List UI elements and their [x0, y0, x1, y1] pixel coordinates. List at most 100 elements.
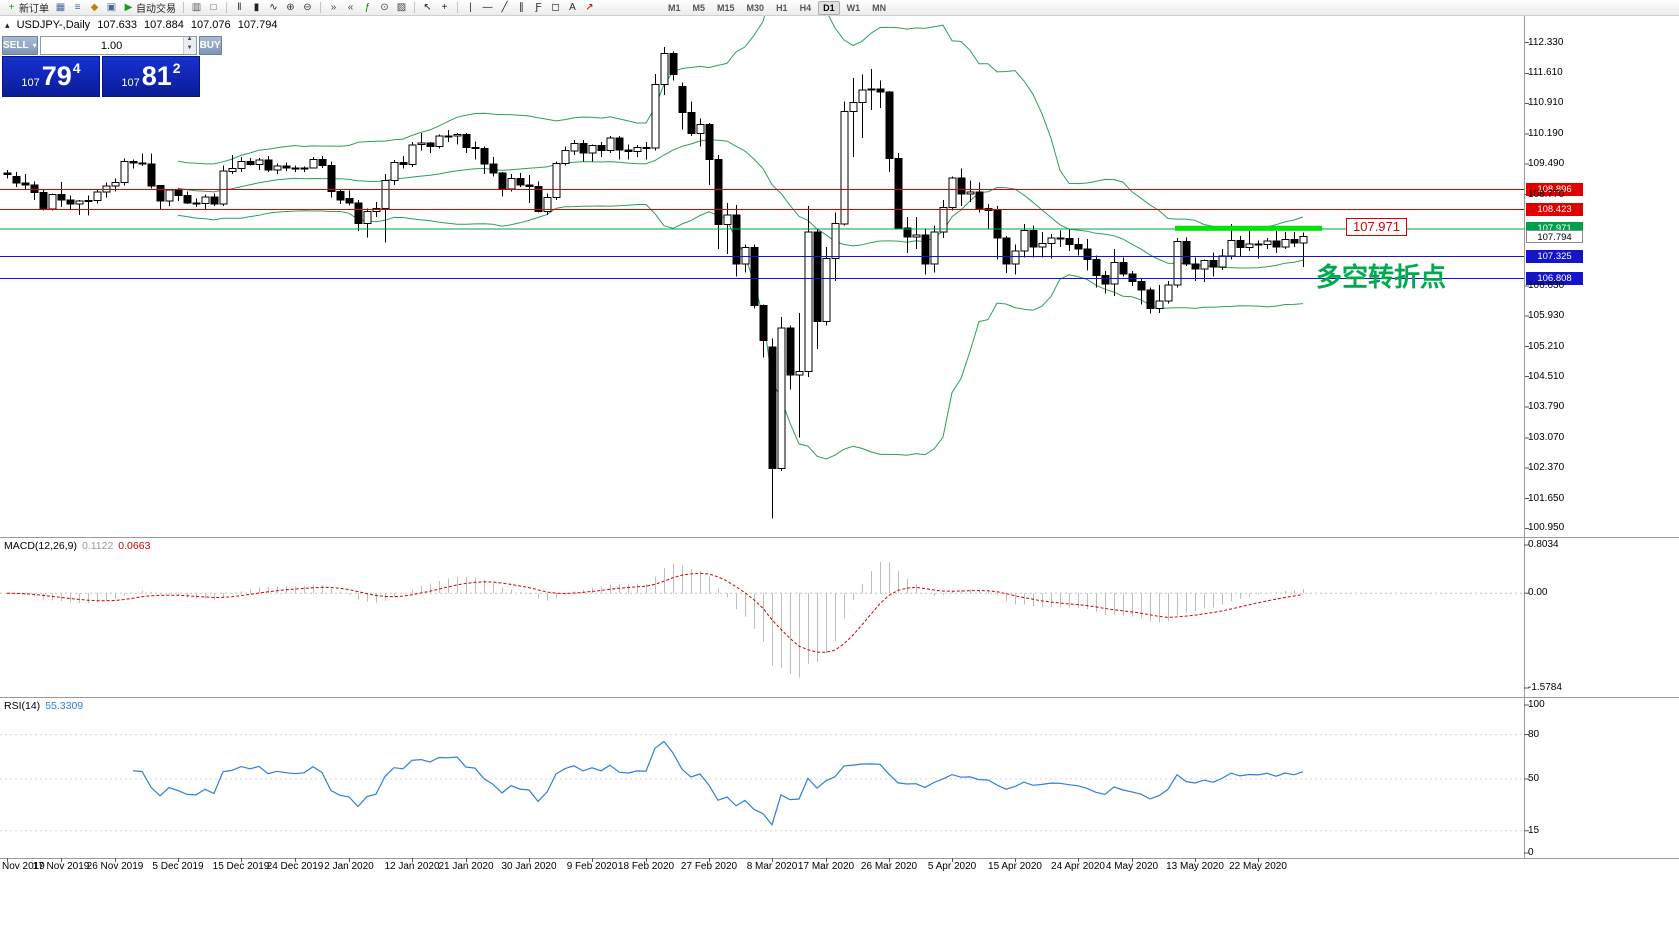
candlestick-chart-button[interactable]: ▮ — [249, 1, 264, 15]
timeframe-h4[interactable]: H4 — [799, 2, 812, 13]
new-order-button[interactable]: + 新订单 — [4, 1, 51, 15]
rsi-axis-tick: 0 — [1528, 847, 1534, 858]
auto-scroll-button[interactable]: » — [326, 1, 341, 15]
arrow-tools-button[interactable]: ↗ — [582, 1, 597, 15]
sell-button[interactable]: SELL ▾ — [2, 36, 38, 55]
volume-up-icon[interactable]: ▲ — [183, 36, 196, 46]
date-axis-tick: 4 May 2020 — [1105, 861, 1159, 872]
toolbar-separator — [457, 2, 458, 13]
level-price-badge[interactable]: 108.896 — [1526, 182, 1583, 196]
sell-price-pip: 4 — [72, 59, 81, 76]
navigator-button[interactable]: ◆ — [87, 1, 102, 15]
macd-axis-tick: 0.8034 — [1528, 539, 1559, 550]
tile-windows-button[interactable]: ▥ — [189, 1, 204, 15]
templates-icon: ▨ — [396, 2, 407, 13]
tile-windows-icon: ▥ — [191, 2, 202, 13]
shapes-button[interactable]: ◻ — [548, 1, 563, 15]
rsi-axis-tick: 15 — [1528, 824, 1540, 836]
periods-button[interactable]: ⊙ — [377, 1, 392, 15]
text-label-button[interactable]: A — [565, 1, 580, 15]
periods-icon: ⊙ — [380, 2, 389, 13]
price-axis-tick: 109.490 — [1528, 157, 1565, 169]
symbol-info: ▴ USDJPY-,Daily 107.633 107.884 107.076 … — [5, 19, 281, 31]
buy-button-label: BUY — [199, 40, 221, 51]
shapes-icon: ◻ — [551, 2, 560, 13]
date-axis-tick: 22 May 2020 — [1229, 861, 1287, 872]
volume-down-icon[interactable]: ▼ — [183, 45, 196, 54]
zoom-out-icon: ⊖ — [303, 2, 312, 13]
toolbar-separator — [414, 2, 415, 13]
vertical-line-button[interactable]: | — [463, 1, 478, 15]
templates-button[interactable]: ▨ — [394, 1, 409, 15]
macd-title: MACD(12,26,9) — [4, 540, 77, 552]
timeframe-m30[interactable]: M30 — [746, 2, 765, 13]
date-axis-tick: 13 May 2020 — [1166, 861, 1224, 872]
ohlc-open: 107.633 — [97, 19, 137, 31]
rsi-axis-tick: 100 — [1528, 699, 1545, 710]
timeframe-m5[interactable]: M5 — [692, 2, 706, 13]
level-price-badge[interactable]: 106.808 — [1526, 271, 1583, 285]
date-axis-tick: 2 Jan 2020 — [324, 861, 374, 872]
market-watch-button[interactable]: ≡ — [70, 1, 85, 15]
vertical-line-icon: | — [469, 2, 472, 13]
autotrading-button[interactable]: ▶ 自动交易 — [121, 1, 178, 15]
sell-price-button[interactable]: 107 79 4 — [2, 56, 100, 97]
fibonacci-button[interactable]: Ƒ — [531, 1, 546, 15]
indicators-list-button[interactable]: ƒ — [360, 1, 375, 15]
price-callout-label[interactable]: 107.971 — [1346, 218, 1407, 236]
collapse-arrow-icon[interactable]: ▴ — [5, 20, 10, 30]
date-axis-tick: 30 Jan 2020 — [501, 861, 557, 872]
equidistant-channel-button[interactable]: ∥ — [514, 1, 529, 15]
fibonacci-icon: Ƒ — [535, 2, 542, 13]
timeframe-d1[interactable]: D1 — [818, 0, 840, 15]
timeframe-m1[interactable]: M1 — [668, 2, 681, 13]
rsi-title: RSI(14) — [4, 700, 41, 712]
level-highlight-segment[interactable] — [1175, 225, 1322, 231]
ohlc-high: 107.884 — [144, 19, 184, 31]
toolbar-separator — [320, 2, 321, 13]
volume-field: ▲ ▼ — [39, 36, 197, 55]
price-axis-tick: 108.770 — [1528, 188, 1565, 200]
cascade-windows-button[interactable]: □ — [206, 1, 221, 15]
timeframe-m15[interactable]: M15 — [717, 2, 735, 13]
timeframe-w1[interactable]: W1 — [846, 2, 861, 13]
price-axis-tick: 103.790 — [1528, 401, 1565, 413]
crosshair-button[interactable]: + — [437, 1, 452, 15]
date-axis-tick: 24 Apr 2020 — [1051, 861, 1105, 872]
price-axis-tick: 102.370 — [1528, 461, 1565, 473]
ohlc-low: 107.076 — [190, 19, 231, 31]
level-price-badge[interactable]: 108.423 — [1526, 203, 1583, 216]
volume-input[interactable] — [40, 37, 183, 54]
horizontal-line-button[interactable]: ― — [480, 1, 495, 15]
bar-chart-button[interactable]: ǁ — [232, 1, 247, 15]
buy-button[interactable]: BUY — [198, 36, 222, 55]
terminal-button[interactable]: ▣ — [104, 1, 119, 15]
date-axis-tick: 8 Mar 2020 — [746, 861, 798, 872]
buy-price-button[interactable]: 107 81 2 — [102, 56, 200, 97]
candlesticks — [3, 47, 1308, 519]
timeframe-toolbar: M1 M5 M15 M30 H1 H4 D1 W1 MN — [662, 0, 892, 15]
charts-grid-button[interactable]: ▦ — [53, 1, 68, 15]
timeframe-h1[interactable]: H1 — [776, 2, 788, 13]
candlestick-chart-icon: ▮ — [253, 2, 260, 13]
date-axis-tick: 15 Dec 2019 — [212, 861, 270, 872]
level-price-badge[interactable]: 107.325 — [1526, 249, 1583, 263]
price-axis-tick: 110.910 — [1528, 97, 1564, 109]
timeframe-mn[interactable]: MN — [872, 2, 887, 13]
line-chart-button[interactable]: ∿ — [266, 1, 281, 15]
buy-price-pip: 2 — [172, 59, 181, 76]
price-axis-tick: 101.650 — [1528, 492, 1565, 504]
cursor-button[interactable]: ↖ — [420, 1, 435, 15]
date-axis-tick: 5 Dec 2019 — [152, 861, 204, 872]
trendline-button[interactable]: ╱ — [497, 1, 512, 15]
macd-axis-tick: -1.5784 — [1528, 682, 1562, 693]
date-axis-tick: 17 Mar 2020 — [797, 861, 855, 872]
line-chart-icon: ∿ — [269, 2, 278, 13]
macd-axis-tick: 0.00 — [1528, 587, 1548, 599]
zoom-out-button[interactable]: ⊖ — [300, 1, 315, 15]
sell-dropdown-icon[interactable]: ▾ — [32, 41, 37, 50]
chart-shift-button[interactable]: « — [343, 1, 358, 15]
zoom-in-button[interactable]: ⊕ — [283, 1, 298, 15]
price-axis-tick: 112.330 — [1528, 36, 1564, 48]
